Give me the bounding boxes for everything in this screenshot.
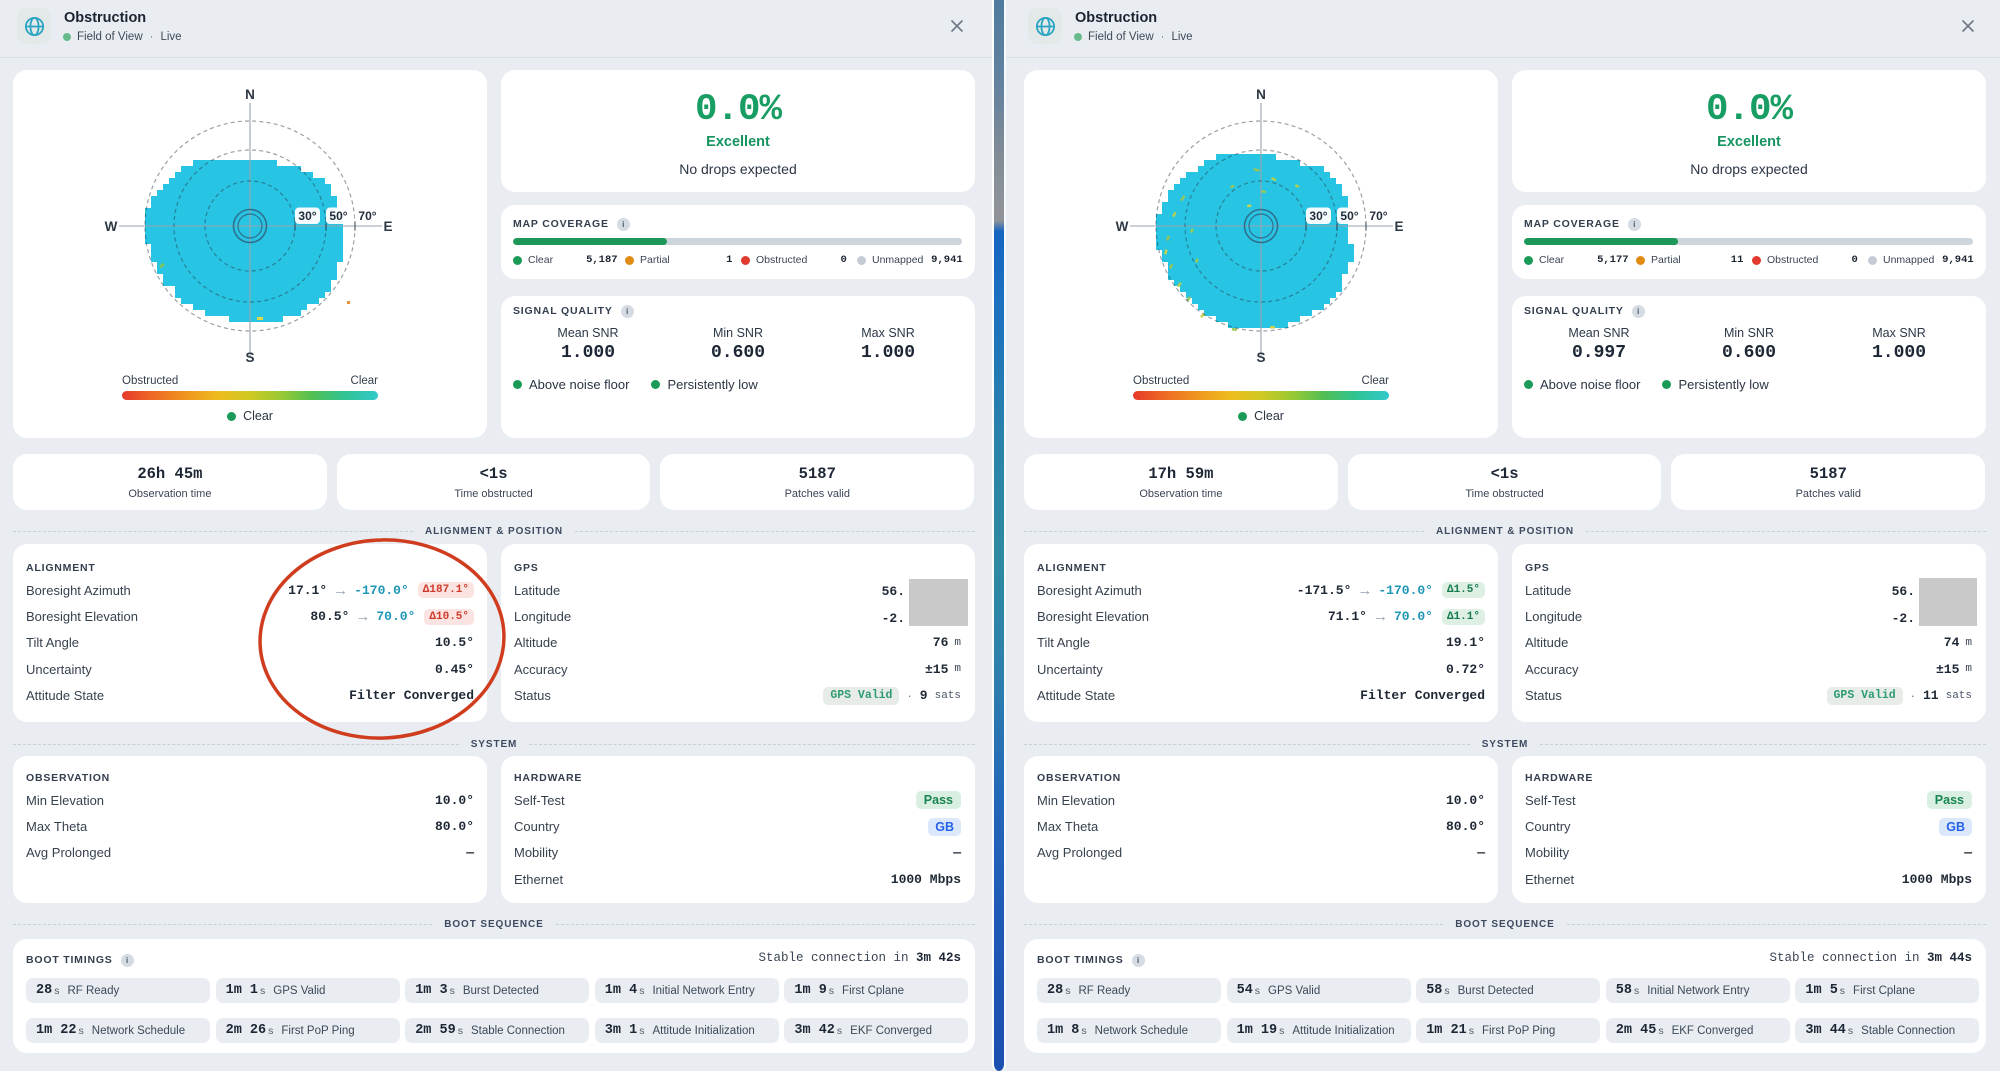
- svg-text:30°: 30°: [298, 209, 316, 223]
- svg-text:E: E: [383, 219, 392, 234]
- svg-text:70°: 70°: [1369, 209, 1387, 223]
- svg-text:W: W: [105, 219, 118, 234]
- svg-text:50°: 50°: [329, 209, 347, 223]
- svg-text:30°: 30°: [1309, 209, 1327, 223]
- svg-text:W: W: [1116, 219, 1129, 234]
- svg-text:S: S: [1256, 350, 1265, 365]
- svg-text:70°: 70°: [358, 209, 376, 223]
- svg-text:50°: 50°: [1340, 209, 1358, 223]
- svg-text:N: N: [1256, 87, 1266, 102]
- svg-text:S: S: [245, 350, 254, 365]
- svg-text:E: E: [1394, 219, 1403, 234]
- svg-text:N: N: [245, 87, 255, 102]
